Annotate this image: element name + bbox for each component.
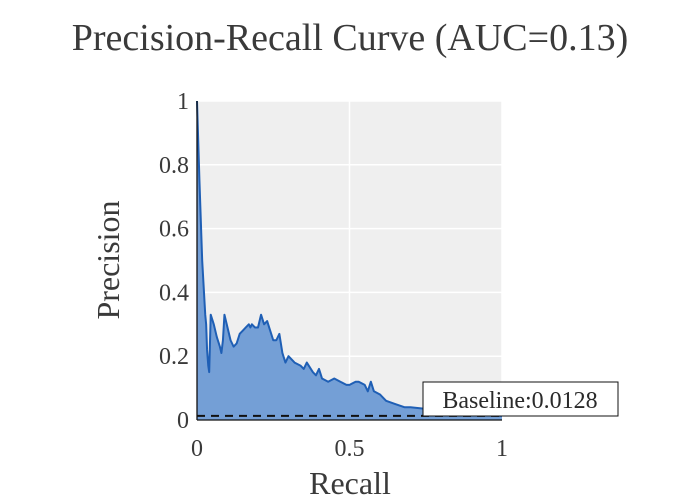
x-axis-ticks: 0 0.5 1: [191, 436, 508, 462]
x-tick-label: 1: [496, 436, 508, 462]
y-tick-label: 1: [177, 89, 189, 115]
y-axis-ticks: 0 0.2 0.4 0.6 0.8 1: [159, 89, 189, 434]
series-layer: [196, 100, 503, 420]
series-line: [196, 100, 503, 417]
y-axis-title: Precision: [90, 200, 126, 319]
x-tick-label: 0: [191, 436, 203, 462]
y-tick-label: 0.2: [159, 344, 189, 370]
y-tick-label: 0.8: [159, 153, 189, 179]
y-tick-label: 0.4: [159, 280, 189, 306]
baseline-label: Baseline:0.0128: [442, 388, 597, 414]
y-tick-label: 0.6: [159, 217, 189, 243]
chart-title: Precision-Recall Curve (AUC=0.13): [72, 17, 628, 59]
baseline-annotation: Baseline:0.0128: [422, 381, 619, 417]
x-tick-label: 0.5: [335, 436, 365, 462]
baseline-label-box: [422, 381, 619, 417]
y-tick-label: 0: [177, 408, 189, 434]
x-axis-title: Recall: [309, 465, 391, 500]
